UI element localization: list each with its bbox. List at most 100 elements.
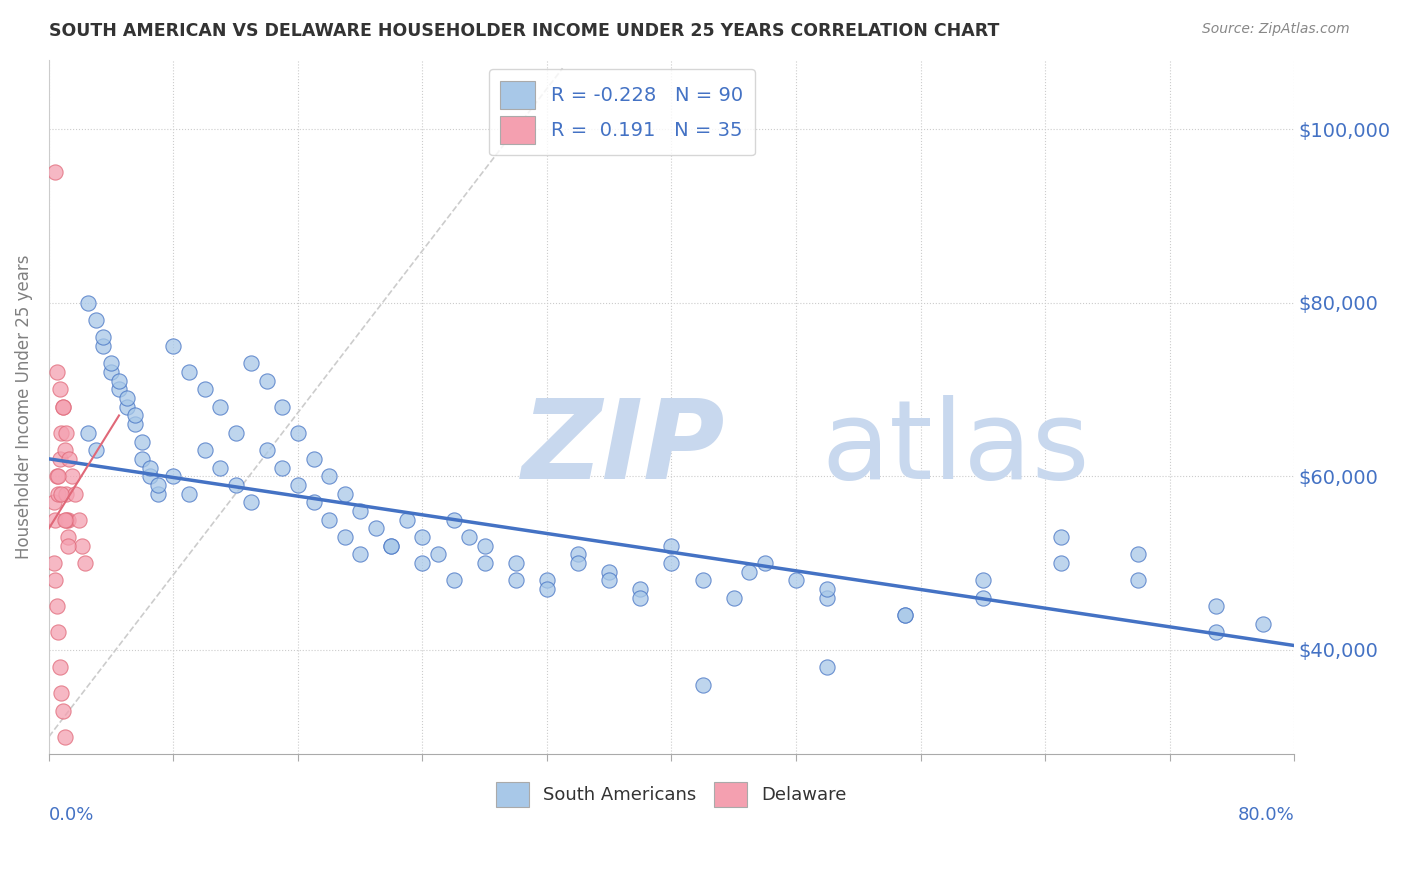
Point [55,486,77,500]
Point [536,574,558,588]
Point [51,425,73,440]
Point [302,451,325,466]
Point [256,374,278,388]
Point [894,608,917,623]
Point [46,486,69,500]
Point [100,356,122,370]
Point [349,547,371,561]
Point [139,460,162,475]
Point [474,556,496,570]
Point [505,556,527,570]
Point [194,383,217,397]
Point [209,400,232,414]
Point [815,591,838,605]
Point [785,574,807,588]
Point [302,495,325,509]
Point [333,530,356,544]
Point [115,391,138,405]
Point [65,486,87,500]
Point [162,469,184,483]
Point [56,513,79,527]
Point [124,417,146,431]
Point [738,565,761,579]
Point [46,625,69,640]
Point [49,383,72,397]
Point [139,469,162,483]
Point [108,383,131,397]
Point [411,556,433,570]
Point [70,539,93,553]
Point [53,513,76,527]
Point [1128,574,1150,588]
Point [42,495,65,509]
Point [209,460,232,475]
Point [177,486,200,500]
Legend: South Americans, Delaware: South Americans, Delaware [489,774,853,814]
Point [93,330,115,344]
Point [318,469,340,483]
Point [45,469,67,483]
Point [1128,547,1150,561]
Point [53,443,76,458]
Point [42,556,65,570]
Point [271,400,294,414]
Point [287,478,309,492]
Point [46,469,69,483]
Point [146,486,169,500]
Point [661,539,683,553]
Point [443,513,465,527]
Point [1251,616,1274,631]
Point [240,356,263,370]
Point [598,565,620,579]
Point [58,451,80,466]
Point [194,443,217,458]
Point [225,425,247,440]
Y-axis label: Householder Income Under 25 years: Householder Income Under 25 years [15,254,32,559]
Point [45,599,67,614]
Point [73,556,96,570]
Point [44,574,66,588]
Text: SOUTH AMERICAN VS DELAWARE HOUSEHOLDER INCOME UNDER 25 YEARS CORRELATION CHART: SOUTH AMERICAN VS DELAWARE HOUSEHOLDER I… [49,22,1000,40]
Point [411,530,433,544]
Point [474,539,496,553]
Point [67,513,90,527]
Point [162,339,184,353]
Point [395,513,418,527]
Point [894,608,917,623]
Point [177,365,200,379]
Point [815,660,838,674]
Point [44,165,66,179]
Point [60,469,83,483]
Point [1205,599,1227,614]
Point [52,704,75,718]
Point [131,451,153,466]
Point [131,434,153,449]
Point [271,460,294,475]
Point [318,513,340,527]
Text: ZIP: ZIP [522,395,725,502]
Point [628,582,651,596]
Point [44,513,66,527]
Point [333,486,356,500]
Point [972,574,994,588]
Point [56,539,79,553]
Point [567,556,589,570]
Point [84,313,107,327]
Text: 80.0%: 80.0% [1237,806,1294,824]
Point [49,451,72,466]
Text: 0.0%: 0.0% [49,806,94,824]
Point [84,443,107,458]
Point [1049,530,1071,544]
Point [628,591,651,605]
Point [364,521,387,535]
Text: atlas: atlas [821,395,1090,502]
Point [146,478,169,492]
Point [51,686,73,700]
Point [115,400,138,414]
Point [505,574,527,588]
Point [567,547,589,561]
Point [1049,556,1071,570]
Point [52,400,75,414]
Point [45,365,67,379]
Point [598,574,620,588]
